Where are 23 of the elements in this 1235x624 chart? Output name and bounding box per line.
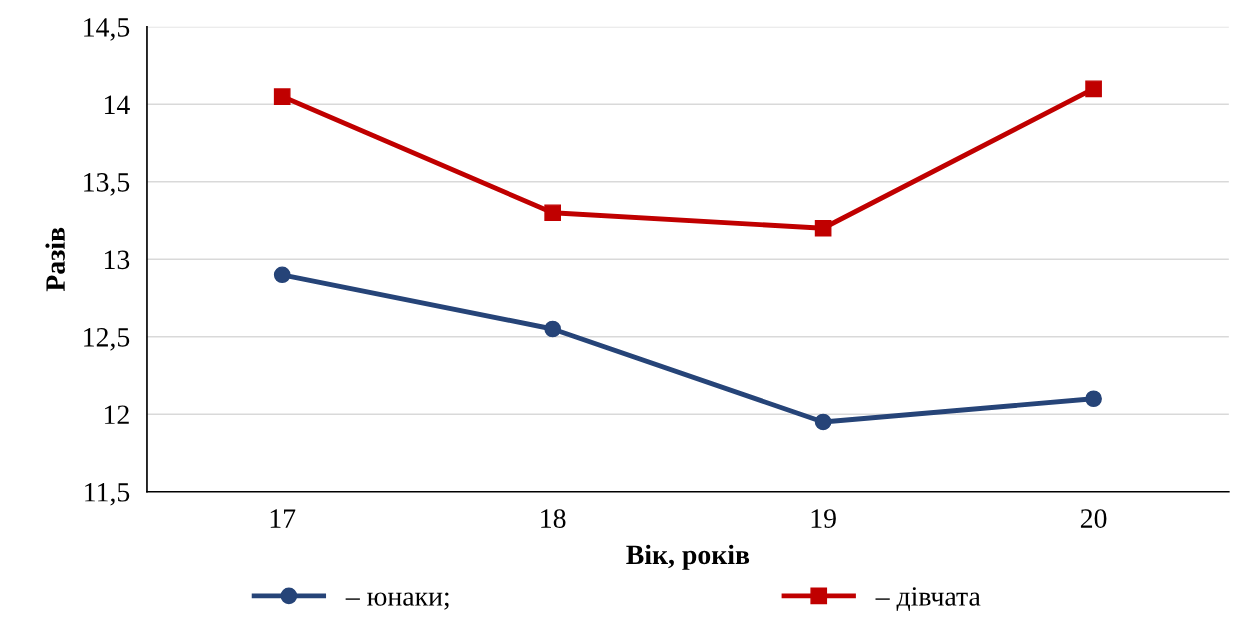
y-tick-label: 14,5	[84, 18, 130, 41]
x-axis-title: Вік, років	[626, 544, 750, 570]
legend-label: – дівчата	[875, 587, 981, 611]
y-tick-label: 13,5	[84, 173, 130, 196]
point	[544, 320, 561, 338]
point	[273, 266, 291, 284]
y-tick-label: 12	[104, 405, 129, 424]
y-tick-label: 12,5	[84, 328, 130, 351]
x-tick-label: 19	[811, 509, 836, 528]
point	[814, 219, 832, 237]
x-tick-label: 20	[1080, 509, 1107, 528]
point	[544, 204, 561, 222]
point	[273, 88, 291, 105]
legend-label: – юнаки;	[345, 592, 449, 610]
x-tick-label: 17	[270, 509, 296, 528]
y-tick-label: 14	[104, 95, 130, 114]
y-tick-label: 11,5	[85, 483, 130, 506]
point	[1085, 390, 1102, 408]
point	[1085, 80, 1102, 98]
point	[814, 413, 832, 431]
y-axis-title: Разів	[45, 227, 65, 292]
x-tick-label: 18	[541, 509, 566, 528]
y-tick-label: 13	[104, 250, 130, 270]
